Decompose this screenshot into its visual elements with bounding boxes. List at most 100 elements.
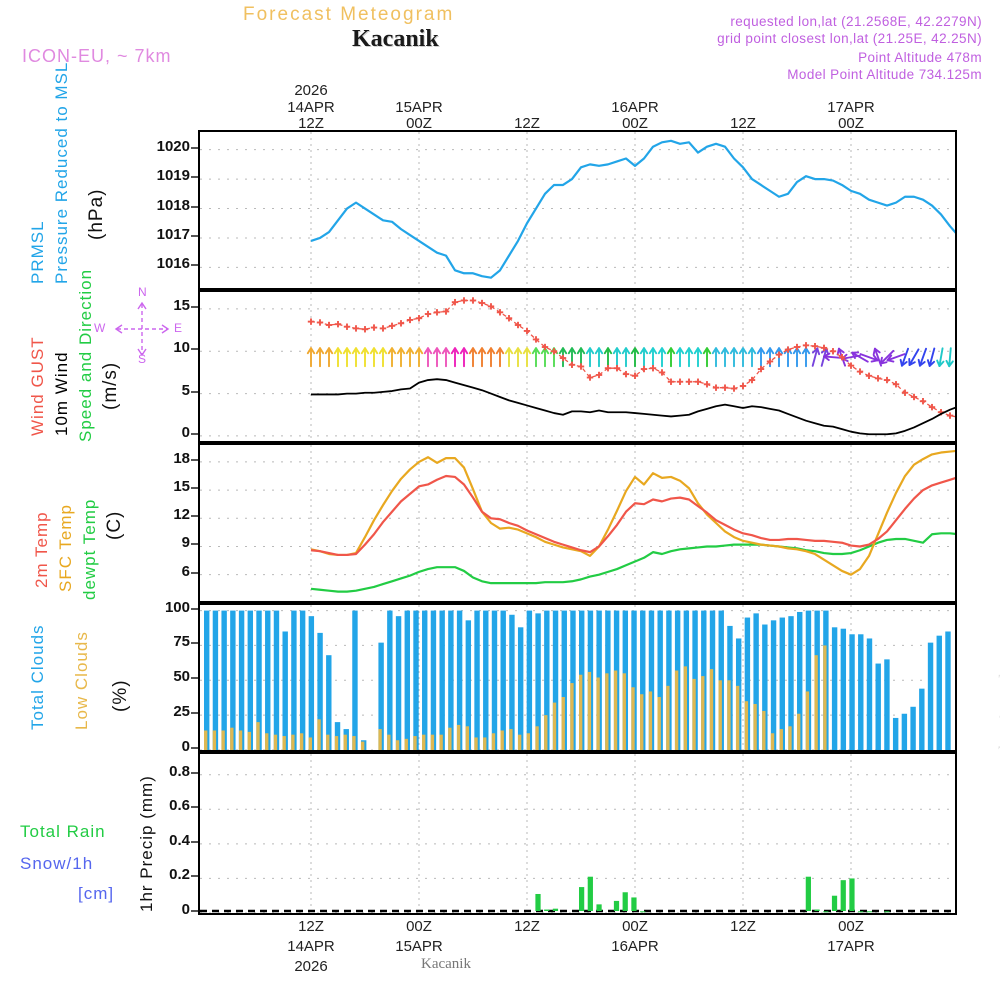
y-tick-mark xyxy=(191,875,198,878)
precip-label-total-rain: Total Rain xyxy=(20,822,106,841)
wind-label-10m: 10m Wind xyxy=(52,351,71,436)
panel-pressure xyxy=(198,130,957,290)
precip-label-cm: [cm] xyxy=(78,884,115,903)
y-tick-label: 0.8 xyxy=(169,762,190,780)
compass-s-label: S xyxy=(138,352,147,366)
y-tick-label: 6 xyxy=(181,562,190,580)
y-tick-mark xyxy=(191,205,198,208)
y-tick-label: 1019 xyxy=(156,167,190,185)
wind-label-speeddir: Speed and Direction xyxy=(76,268,95,442)
precip-label-snow: Snow/1h xyxy=(20,854,94,873)
y-tick-label: 15 xyxy=(173,296,190,314)
compass-e-label: E xyxy=(174,321,183,335)
y-tick-mark xyxy=(191,712,198,715)
pressure-chart-svg xyxy=(200,132,955,288)
y-tick-label: 18 xyxy=(173,449,190,467)
clouds-label-low: Low Clouds xyxy=(72,631,91,730)
axis-top-hour-2: 12Z xyxy=(514,115,540,132)
axis-top-hour-4: 12Z xyxy=(730,115,756,132)
panel-precip xyxy=(198,752,957,915)
y-tick-label: 12 xyxy=(173,506,190,524)
y-tick-mark xyxy=(191,432,198,435)
axis-bottom-hour-3: 00Z xyxy=(622,918,648,935)
y-tick-label: 0 xyxy=(181,423,190,441)
y-tick-mark xyxy=(191,840,198,843)
y-tick-label: 75 xyxy=(173,633,190,651)
meta-requested-lonlat: requested lon,lat (21.2568E, 42.2279N) xyxy=(730,14,982,29)
axis-top-day-3: 16APR xyxy=(611,99,659,116)
forecast-meteogram-title: Forecast Meteogram xyxy=(243,4,455,25)
axis-bottom-hour-2: 12Z xyxy=(514,918,540,935)
y-tick-label: 9 xyxy=(181,534,190,552)
temp-unit: (C) xyxy=(104,510,125,540)
y-tick-mark xyxy=(191,146,198,149)
axis-top-hour-5: 00Z xyxy=(838,115,864,132)
y-tick-mark xyxy=(191,458,198,461)
y-tick-label: 5 xyxy=(181,381,190,399)
y-tick-label: 0 xyxy=(181,901,190,918)
axis-top-hour-0: 12Z xyxy=(298,115,324,132)
axis-bottom-day-5: 17APR xyxy=(827,938,875,955)
axis-bottom-hour-4: 12Z xyxy=(730,918,756,935)
y-tick-mark xyxy=(191,264,198,267)
precip-plot-area xyxy=(200,754,955,913)
panel-wind xyxy=(198,290,957,443)
y-tick-mark xyxy=(191,771,198,774)
axis-bottom-day-1: 15APR xyxy=(395,938,443,955)
y-tick-label: 15 xyxy=(173,478,190,496)
compass-n-label: N xyxy=(138,285,147,299)
y-tick-mark xyxy=(191,176,198,179)
pressure-unit: (hPa) xyxy=(86,188,107,240)
y-tick-mark xyxy=(191,806,198,809)
y-tick-label: 1017 xyxy=(156,225,190,243)
precip-chart-svg xyxy=(200,754,955,913)
clouds-plot-area xyxy=(200,605,955,750)
temp-label-2m: 2m Temp xyxy=(32,511,51,588)
axis-bottom-hour-1: 00Z xyxy=(406,918,432,935)
y-tick-mark xyxy=(191,571,198,574)
bottom-station-label: Kacanik xyxy=(421,956,471,972)
y-tick-mark xyxy=(191,305,198,308)
meta-model-point-altitude: Model Point Altitude 734.125m xyxy=(787,67,982,82)
y-tick-mark xyxy=(191,543,198,546)
meta-point-altitude: Point Altitude 478m xyxy=(858,50,982,65)
axis-bottom-year: 2026 xyxy=(294,958,328,975)
axis-top-day-5: 17APR xyxy=(827,99,875,116)
temp-label-sfc: SFC Temp xyxy=(56,504,75,592)
y-tick-label: 100 xyxy=(164,598,190,616)
temperature-chart-svg xyxy=(200,445,955,601)
page-title: Kacanik xyxy=(352,26,439,52)
axis-bottom-day-0: 14APR xyxy=(287,938,335,955)
axis-bottom-hour-0: 12Z xyxy=(298,918,324,935)
y-tick-mark xyxy=(191,348,198,351)
y-tick-mark xyxy=(191,910,198,912)
y-tick-mark xyxy=(191,747,198,749)
clouds-unit: (%) xyxy=(110,679,131,712)
clouds-label-total: Total Clouds xyxy=(28,624,47,730)
axis-top-year: 2026 xyxy=(294,82,328,99)
y-tick-label: 0.2 xyxy=(169,866,190,884)
y-tick-mark xyxy=(191,607,198,610)
compass-w-label: W xyxy=(94,321,106,335)
axis-top-day-0: 14APR xyxy=(287,99,335,116)
clouds-chart-svg xyxy=(200,605,955,750)
y-tick-label: 0 xyxy=(181,738,190,755)
axis-top-hour-1: 00Z xyxy=(406,115,432,132)
temp-label-dewpt: dewpt Temp xyxy=(80,498,99,600)
temperature-plot-area xyxy=(200,445,955,601)
axis-top-hour-3: 00Z xyxy=(622,115,648,132)
model-label: ICON-EU, ~ 7km xyxy=(22,46,172,66)
y-tick-label: 1018 xyxy=(156,196,190,214)
axis-bottom-day-3: 16APR xyxy=(611,938,659,955)
y-tick-mark xyxy=(191,677,198,680)
pressure-plot-area xyxy=(200,132,955,288)
y-tick-label: 25 xyxy=(173,703,190,721)
pressure-label-prmsl: PRMSL xyxy=(28,220,47,284)
y-tick-label: 0.4 xyxy=(169,831,190,849)
axis-top-day-1: 15APR xyxy=(395,99,443,116)
y-tick-mark xyxy=(191,487,198,490)
wind-direction-compass: N S E W xyxy=(94,285,188,372)
panel-temperature xyxy=(198,443,957,603)
wind-label-gust: Wind GUST xyxy=(28,336,47,436)
y-tick-mark xyxy=(191,234,198,237)
